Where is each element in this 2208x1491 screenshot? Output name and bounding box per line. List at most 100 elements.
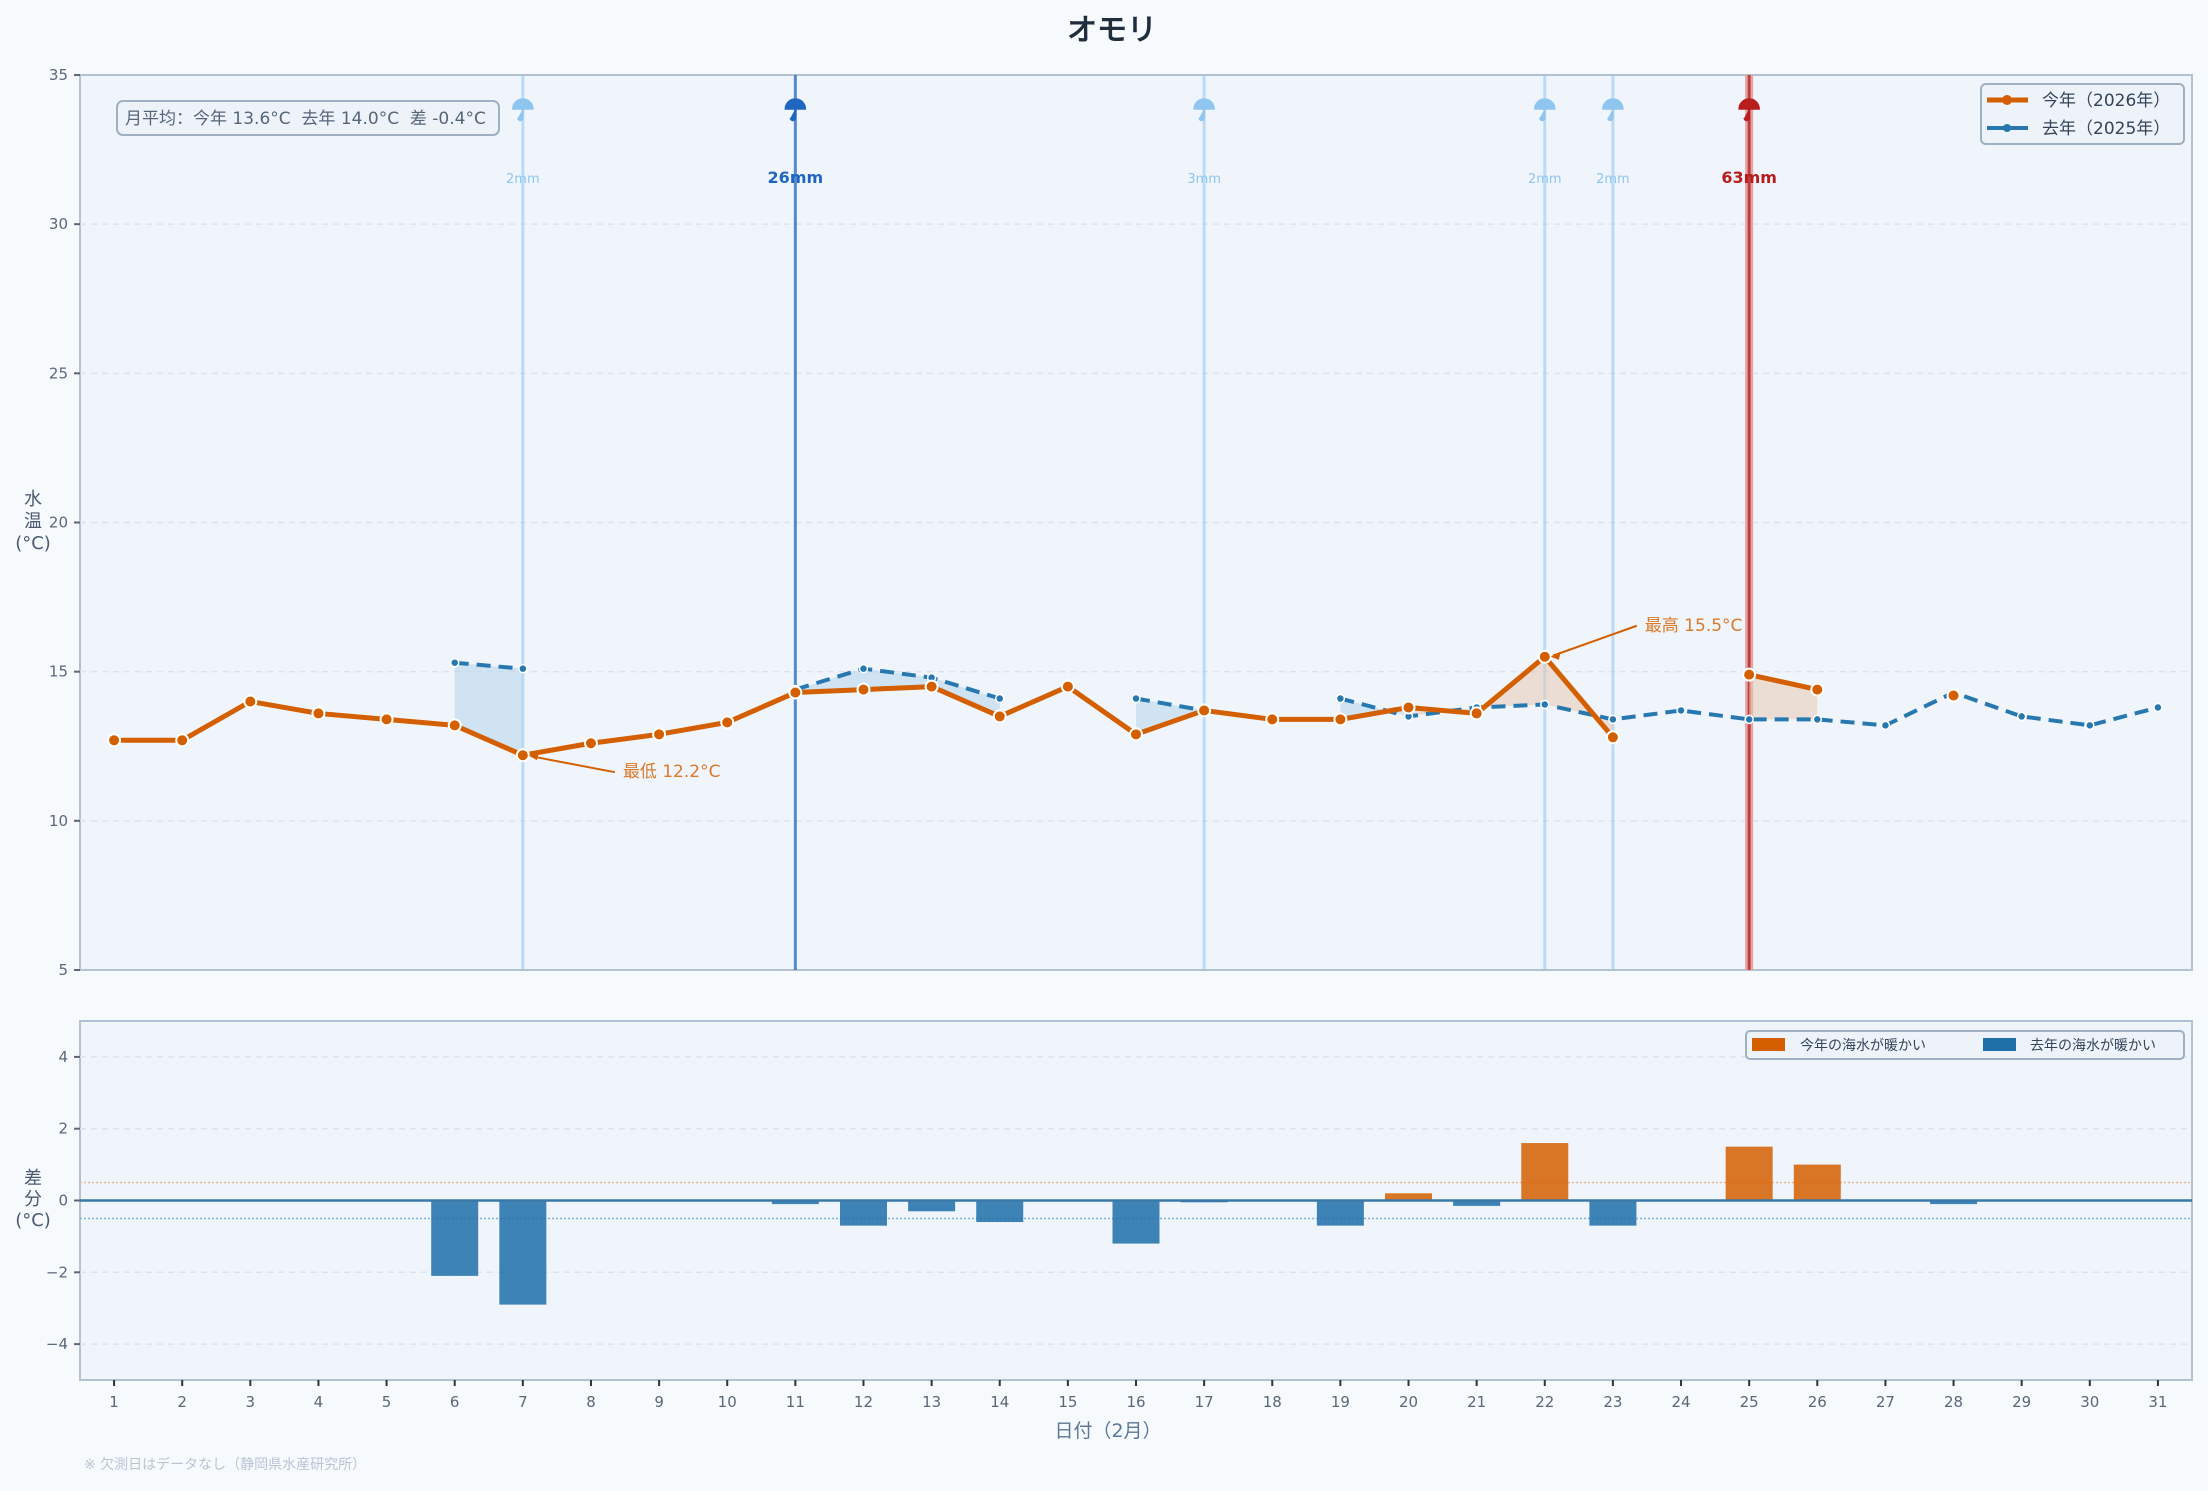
y-tick-label: 0 [58, 1192, 68, 1210]
difference-bar [771, 1200, 819, 1205]
x-axis-label: 日付（2月） [1054, 1420, 1161, 1442]
y-tick-label: 15 [49, 663, 68, 681]
this-year-point [583, 736, 598, 751]
svg-text:(°C): (°C) [15, 533, 51, 554]
this-year-point [1946, 688, 1961, 703]
this-year-point [243, 694, 258, 709]
x-tick-label: 4 [314, 1393, 324, 1411]
this-year-point [175, 733, 190, 748]
y-tick-label: 5 [58, 961, 68, 979]
difference-bar [976, 1200, 1024, 1223]
difference-bar [1930, 1200, 1978, 1205]
x-tick-label: 18 [1263, 1393, 1282, 1411]
rain-amount-label: 2mm [1528, 172, 1562, 187]
x-tick-label: 11 [786, 1393, 805, 1411]
this-year-point [1129, 727, 1143, 742]
this-year-point [311, 706, 326, 721]
last-year-point [1608, 714, 1618, 725]
legend-marker-this-year [2002, 95, 2012, 105]
y-tick-label: 35 [49, 66, 68, 84]
y-tick-label: −4 [46, 1335, 68, 1353]
x-tick-label: 10 [718, 1393, 737, 1411]
this-year-point [856, 682, 871, 697]
x-tick-label: 22 [1535, 1393, 1554, 1411]
difference-fill [1136, 698, 1205, 735]
umbrella-icon [784, 98, 807, 122]
legend-swatch-this-year-warmer [1752, 1038, 1785, 1051]
x-tick-label: 23 [1603, 1393, 1622, 1411]
this-year-point [924, 679, 939, 694]
svg-text:温: 温 [24, 511, 42, 532]
difference-bar [1521, 1143, 1569, 1201]
difference-bar [1112, 1200, 1160, 1244]
this-year-point [1537, 649, 1552, 664]
last-year-point [518, 663, 528, 674]
annotation-arrowhead [528, 753, 539, 761]
x-tick-label: 2 [177, 1393, 187, 1411]
this-year-point [107, 733, 122, 748]
y-tick-label: 30 [49, 215, 68, 233]
temperature-legend: 今年（2026年） 去年（2025年） [1980, 83, 2185, 145]
x-tick-label: 8 [586, 1393, 596, 1411]
last-year-point [858, 663, 869, 674]
monthly-average-text: 月平均：今年 13.6°C 去年 14.0°C 差 -0.4°C [125, 109, 486, 129]
this-year-point [1060, 679, 1075, 694]
this-year-point [515, 748, 530, 763]
rain-amount-label: 2mm [506, 172, 540, 187]
svg-text:水: 水 [24, 489, 42, 510]
temperature-y-axis-label: 水 温 (°C) [15, 489, 51, 554]
x-tick-label: 12 [854, 1393, 873, 1411]
last-year-point [1880, 720, 1891, 731]
difference-bar [1316, 1200, 1364, 1226]
last-year-point [1131, 693, 1141, 704]
last-year-point [1744, 714, 1754, 725]
this-year-point [379, 712, 394, 727]
y-tick-label: 25 [49, 364, 68, 382]
this-year-point [447, 718, 462, 733]
x-tick-label: 21 [1467, 1393, 1486, 1411]
this-year-line [1748, 672, 1818, 693]
umbrella-icon [1534, 98, 1556, 122]
last-year-point [1335, 693, 1346, 704]
difference-bar [839, 1200, 887, 1226]
legend-label-last-year-warmer: 去年の海水が暖かい [2030, 1038, 2156, 1054]
svg-text:分: 分 [24, 1189, 42, 1210]
x-tick-label: 28 [1944, 1393, 1963, 1411]
rain-amount-label: 63mm [1721, 168, 1777, 187]
last-year-line [454, 660, 524, 671]
x-tick-label: 17 [1195, 1393, 1214, 1411]
last-year-point [1540, 699, 1550, 710]
annotation-arrowhead [1550, 651, 1561, 660]
x-tick-label: 7 [518, 1393, 528, 1411]
x-tick-label: 24 [1671, 1393, 1690, 1411]
this-year-point [1197, 703, 1212, 718]
max-annotation: 最高 15.5°C [1645, 616, 1743, 636]
this-year-point [1810, 682, 1825, 697]
this-year-point [1469, 706, 1484, 721]
difference-bar [1793, 1164, 1841, 1201]
rain-amount-label: 26mm [768, 168, 824, 187]
x-tick-label: 20 [1399, 1393, 1418, 1411]
x-tick-label: 3 [246, 1393, 256, 1411]
legend-label-last-year: 去年（2025年） [2042, 119, 2170, 139]
monthly-average-box: 月平均：今年 13.6°C 去年 14.0°C 差 -0.4°C [116, 100, 500, 136]
difference-bar [1589, 1200, 1637, 1226]
last-year-point [2016, 711, 2027, 722]
legend-label-this-year-warmer: 今年の海水が暖かい [1800, 1038, 1926, 1054]
difference-bar [908, 1200, 956, 1212]
legend-label-this-year: 今年（2026年） [2042, 91, 2170, 111]
difference-y-axis-label: 差 分 (°C) [15, 1168, 51, 1231]
last-year-point [1676, 705, 1686, 716]
rain-amount-label: 2mm [1596, 172, 1630, 187]
difference-fill [863, 668, 932, 690]
x-tick-label: 26 [1808, 1393, 1827, 1411]
y-tick-label: 4 [58, 1048, 68, 1066]
umbrella-icon [1193, 98, 1215, 122]
x-tick-label: 16 [1126, 1393, 1145, 1411]
x-tick-label: 27 [1876, 1393, 1895, 1411]
last-year-point [994, 693, 1005, 704]
y-tick-label: 10 [49, 812, 68, 830]
umbrella-icon [1738, 98, 1760, 122]
min-annotation: 最低 12.2°C [623, 762, 721, 782]
